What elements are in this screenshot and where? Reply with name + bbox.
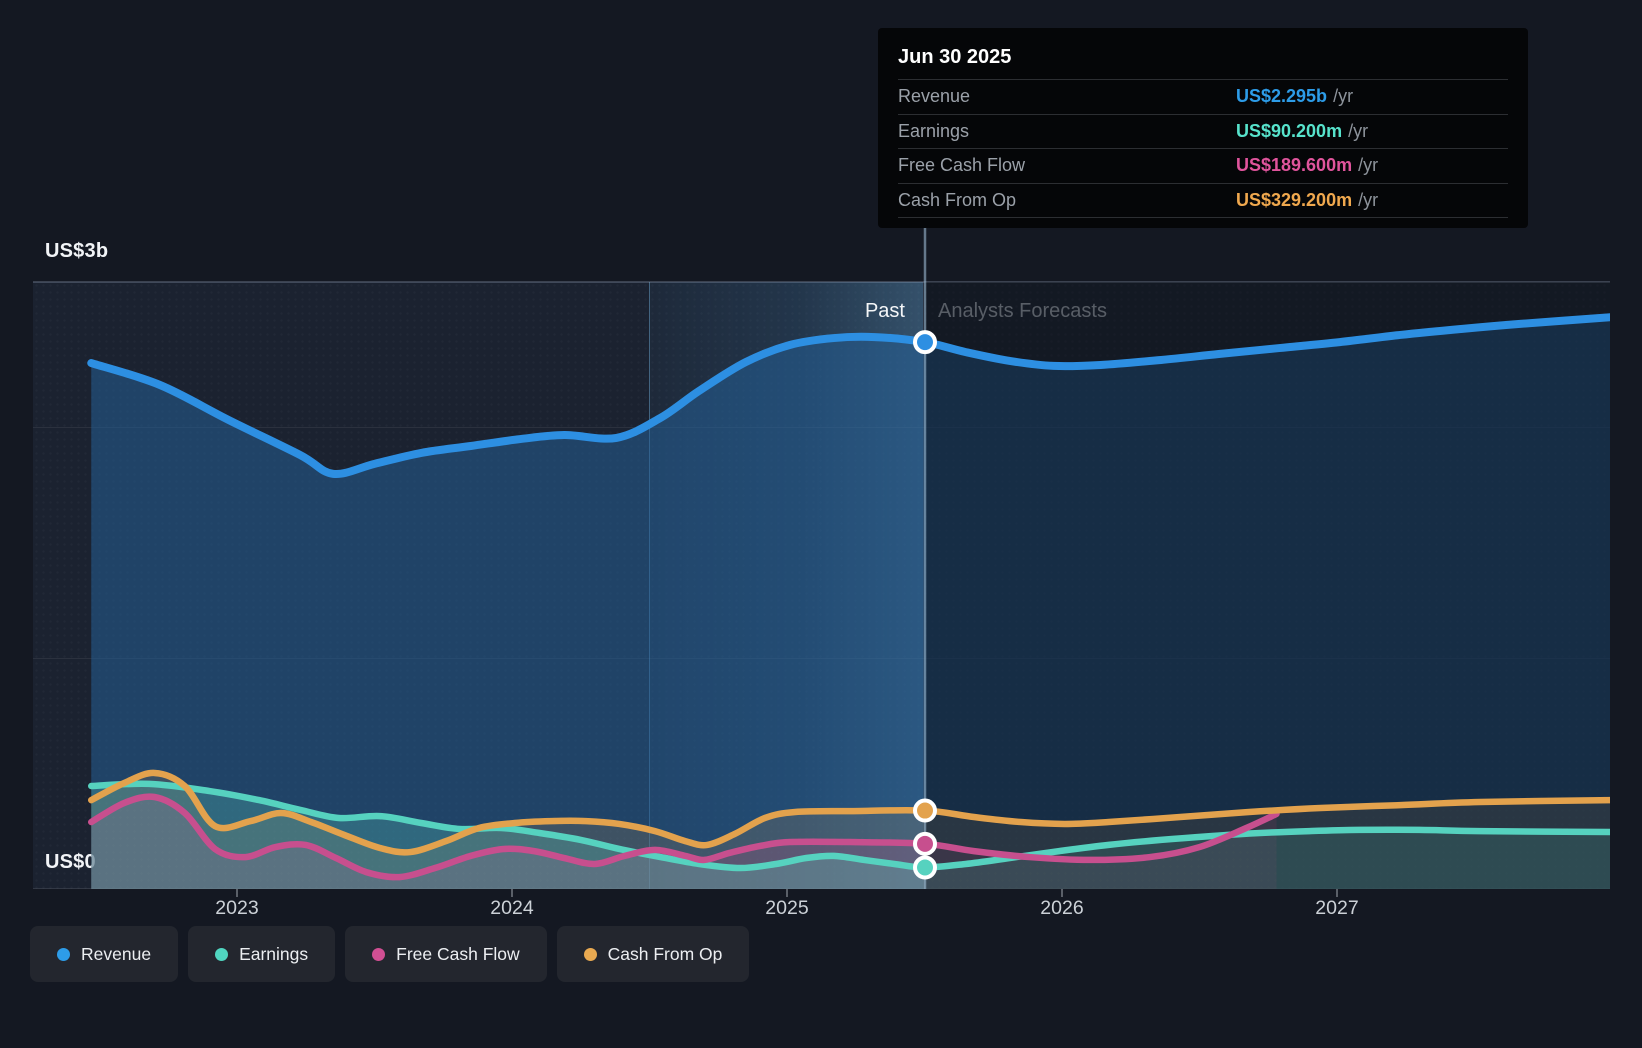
tooltip-value-earnings: US$90.200m <box>1236 120 1343 141</box>
cash-from-op-dot-icon <box>583 947 597 961</box>
tooltip-row-cash-from-op: Cash From Op US$329.200m/yr <box>898 182 1508 218</box>
legend-item-revenue[interactable]: Revenue <box>30 926 179 982</box>
x-tick-label-2024: 2024 <box>490 897 534 919</box>
x-axis: 2023 2024 2025 2026 2027 <box>0 897 1642 923</box>
tooltip-row-earnings: Earnings US$90.200m/yr <box>898 113 1508 149</box>
legend-item-free-cash-flow[interactable]: Free Cash Flow <box>345 926 547 982</box>
chart-legend: Revenue Earnings Free Cash Flow Cash Fro… <box>30 926 750 982</box>
legend-label-free-cash-flow: Free Cash Flow <box>396 943 520 964</box>
x-tick-label-2027: 2027 <box>1315 897 1359 919</box>
tooltip-value-cash-from-op: US$329.200m <box>1236 189 1353 210</box>
legend-label-revenue: Revenue <box>81 943 152 964</box>
x-tick-label-2025: 2025 <box>765 897 809 919</box>
earnings-dot-icon <box>215 947 229 961</box>
tooltip-date: Jun 30 2025 <box>898 46 1012 68</box>
legend-item-cash-from-op[interactable]: Cash From Op <box>556 926 750 982</box>
tooltip-row-free-cash-flow: Free Cash Flow US$189.600m/yr <box>898 148 1508 183</box>
revenue-dot-icon <box>57 947 70 961</box>
tooltip-row-revenue: Revenue US$2.295b/yr <box>898 79 1508 114</box>
past-year-highlight-region <box>649 282 923 889</box>
tooltip-value-revenue: US$2.295b <box>1236 86 1328 107</box>
y-axis-zero-label: US$0 <box>45 851 96 873</box>
gridline-mid-lower <box>33 658 1610 659</box>
tooltip-value-free-cash-flow: US$189.600m <box>1236 155 1353 176</box>
gridline-mid-upper <box>33 427 1610 428</box>
x-tick-label-2023: 2023 <box>215 897 259 919</box>
legend-label-cash-from-op: Cash From Op <box>607 943 723 964</box>
legend-label-earnings: Earnings <box>239 943 309 964</box>
legend-item-earnings[interactable]: Earnings <box>188 926 336 982</box>
gridline-top <box>33 281 1610 283</box>
y-axis-max-label: US$3b <box>45 240 109 262</box>
x-axis-line <box>33 888 1610 889</box>
x-tick-label-2026: 2026 <box>1040 897 1084 919</box>
past-section-label: Past <box>864 300 905 322</box>
free-cash-flow-dot-icon <box>372 947 386 961</box>
hover-tooltip: Jun 30 2025 Revenue US$2.295b/yr Earning… <box>878 28 1528 228</box>
forecast-section-label: Analysts Forecasts <box>938 300 1107 322</box>
